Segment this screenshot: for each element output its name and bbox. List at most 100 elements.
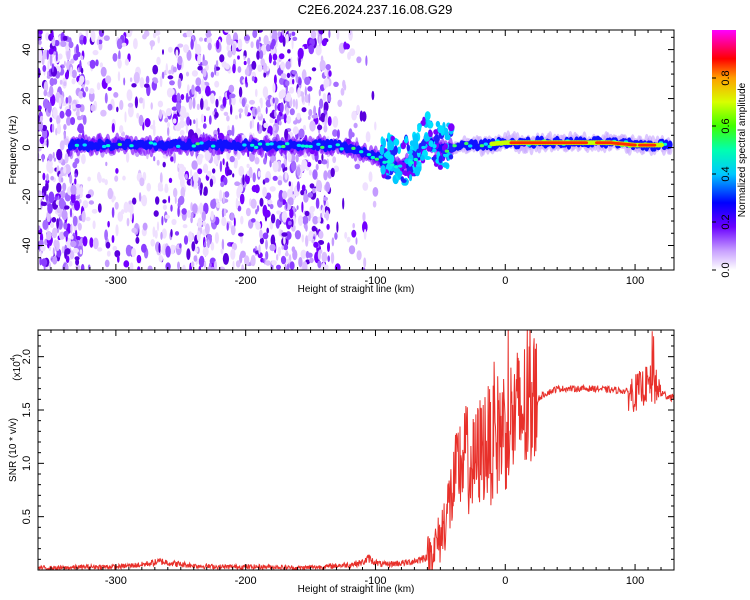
noise-blob <box>47 60 50 72</box>
noise-blob <box>300 249 307 259</box>
noise-blob <box>162 199 167 204</box>
noise-blob <box>50 175 55 181</box>
noise-blob <box>289 261 295 270</box>
noise-blob <box>116 38 123 50</box>
y-tick-label: -40 <box>21 238 33 254</box>
noise-blob <box>190 216 193 224</box>
noise-blob <box>313 241 319 248</box>
noise-blob <box>210 242 215 251</box>
noise-blob <box>65 255 70 263</box>
noise-blob <box>263 71 267 78</box>
noise-blob <box>372 187 379 197</box>
noise-blob <box>62 182 67 192</box>
noise-blob <box>47 203 53 214</box>
noise-blob <box>238 108 244 114</box>
noise-blob <box>97 171 101 182</box>
noise-blob <box>224 30 231 33</box>
noise-blob <box>346 236 351 243</box>
y-tick-label: 20 <box>21 92 33 104</box>
noise-blob <box>325 210 330 221</box>
noise-blob <box>219 160 223 173</box>
ridge-highlight <box>308 144 313 149</box>
ridge-highlight <box>281 144 286 149</box>
ridge-spread <box>409 140 415 147</box>
noise-blob <box>321 262 326 270</box>
noise-blob <box>298 128 305 139</box>
noise-blob <box>141 194 148 207</box>
noise-blob <box>202 123 207 129</box>
noise-blob <box>191 261 195 268</box>
noise-blob <box>100 66 107 77</box>
noise-blob <box>232 173 235 178</box>
ridge-highlight <box>378 155 383 159</box>
noise-blob <box>251 185 258 193</box>
noise-blob <box>301 107 307 113</box>
noise-blob <box>207 266 212 270</box>
noise-blob <box>107 86 112 91</box>
noise-blob <box>43 81 49 93</box>
noise-blob <box>265 260 271 266</box>
noise-blob <box>259 229 263 239</box>
noise-blob <box>265 44 271 52</box>
noise-blob <box>320 112 326 123</box>
noise-blob <box>254 108 257 115</box>
noise-blob <box>219 54 225 63</box>
ridge-spread <box>379 145 385 156</box>
noise-blob <box>52 255 58 265</box>
noise-blob <box>82 236 88 247</box>
spectrogram-frame <box>37 29 675 271</box>
noise-blob <box>218 266 226 270</box>
noise-blob <box>259 97 263 104</box>
noise-blob <box>63 166 67 174</box>
noise-blob <box>328 70 332 77</box>
noise-blob <box>249 120 253 130</box>
ridge-highlight <box>250 143 255 147</box>
ridge-spread <box>395 170 403 177</box>
noise-blob <box>56 148 63 161</box>
noise-blob <box>321 39 327 47</box>
noise-blob <box>75 195 80 200</box>
noise-blob <box>96 39 100 46</box>
noise-blob <box>226 161 229 169</box>
noise-blob <box>126 217 130 227</box>
noise-blob <box>64 153 69 164</box>
noise-blob <box>51 217 57 223</box>
noise-blob <box>262 186 267 198</box>
noise-blob <box>291 37 294 50</box>
noise-blob <box>262 86 269 98</box>
noise-blob <box>87 61 90 66</box>
noise-blob <box>170 204 173 212</box>
ridge-highlight <box>277 145 282 149</box>
noise-blob <box>168 46 173 53</box>
noise-blob <box>107 103 113 111</box>
noise-blob <box>298 215 303 227</box>
noise-blob <box>66 240 72 249</box>
ridge-highlight <box>105 144 111 148</box>
noise-blob <box>177 55 183 66</box>
noise-blob <box>137 266 141 270</box>
noise-blob <box>152 226 156 238</box>
noise-blob <box>256 205 260 212</box>
noise-blob <box>356 104 360 115</box>
noise-blob <box>245 76 248 85</box>
noise-blob <box>281 232 288 237</box>
noise-blob <box>303 193 309 203</box>
noise-blob <box>92 49 99 56</box>
noise-blob <box>278 53 285 60</box>
noise-blob <box>118 50 121 61</box>
ridge-highlight <box>468 144 473 148</box>
noise-blob <box>85 216 91 222</box>
noise-blob <box>158 109 163 120</box>
noise-blob <box>158 242 161 253</box>
noise-blob <box>129 203 134 216</box>
noise-blob <box>79 39 84 45</box>
x-tick-label: -300 <box>105 575 127 587</box>
noise-blob <box>189 119 192 126</box>
noise-blob <box>115 224 119 237</box>
noise-blob <box>162 161 166 168</box>
ridge-spread <box>408 174 413 182</box>
snr-y-ticks: 0.5 1.0 1.5 2.0 <box>21 334 674 560</box>
noise-blob <box>39 257 42 266</box>
noise-blob <box>324 78 330 88</box>
noise-blob <box>241 264 244 270</box>
